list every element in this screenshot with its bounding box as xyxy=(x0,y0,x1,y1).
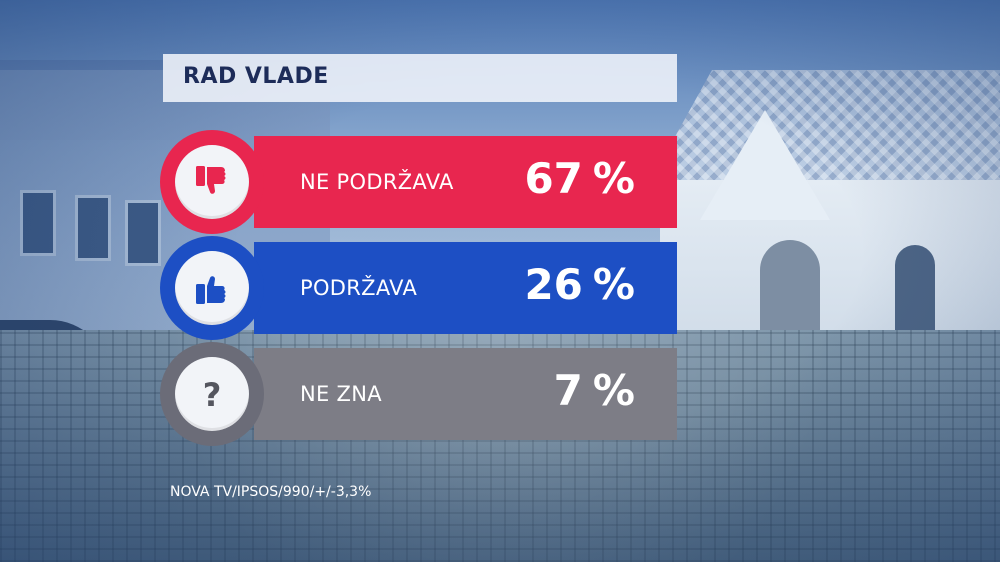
value-unit: % xyxy=(592,154,635,203)
value-label: 7% xyxy=(554,366,635,415)
building-window xyxy=(75,195,111,261)
icon-badge: ? xyxy=(160,342,264,446)
value-number: 7 xyxy=(553,366,583,415)
building-window xyxy=(20,190,56,256)
result-bar xyxy=(254,242,677,334)
value-unit: % xyxy=(592,260,635,309)
category-label: PODRŽAVA xyxy=(300,276,418,300)
question-mark-icon: ? xyxy=(175,357,249,431)
icon-badge xyxy=(160,236,264,340)
source-note: NOVA TV/IPSOS/990/+/-3,3% xyxy=(170,484,372,500)
chart-title: RAD VLADE xyxy=(183,64,329,89)
title-bar: RAD VLADE xyxy=(163,54,677,102)
thumbs-down-icon xyxy=(175,145,249,219)
church-roof xyxy=(640,70,1000,200)
result-row: NE PODRŽAVA 67% xyxy=(160,130,677,234)
svg-text:?: ? xyxy=(203,376,222,414)
value-label: 67% xyxy=(524,154,635,203)
result-bar xyxy=(254,136,677,228)
value-label: 26% xyxy=(524,260,635,309)
value-number: 67 xyxy=(524,154,583,203)
church-window xyxy=(895,245,935,335)
value-number: 26 xyxy=(524,260,583,309)
icon-badge xyxy=(160,130,264,234)
category-label: NE ZNA xyxy=(300,382,382,406)
result-row: ? NE ZNA 7% xyxy=(160,342,677,446)
category-label: NE PODRŽAVA xyxy=(300,170,454,194)
thumbs-up-icon xyxy=(175,251,249,325)
result-bar xyxy=(254,348,677,440)
value-unit: % xyxy=(592,366,635,415)
result-row: PODRŽAVA 26% xyxy=(160,236,677,340)
building-window xyxy=(125,200,161,266)
